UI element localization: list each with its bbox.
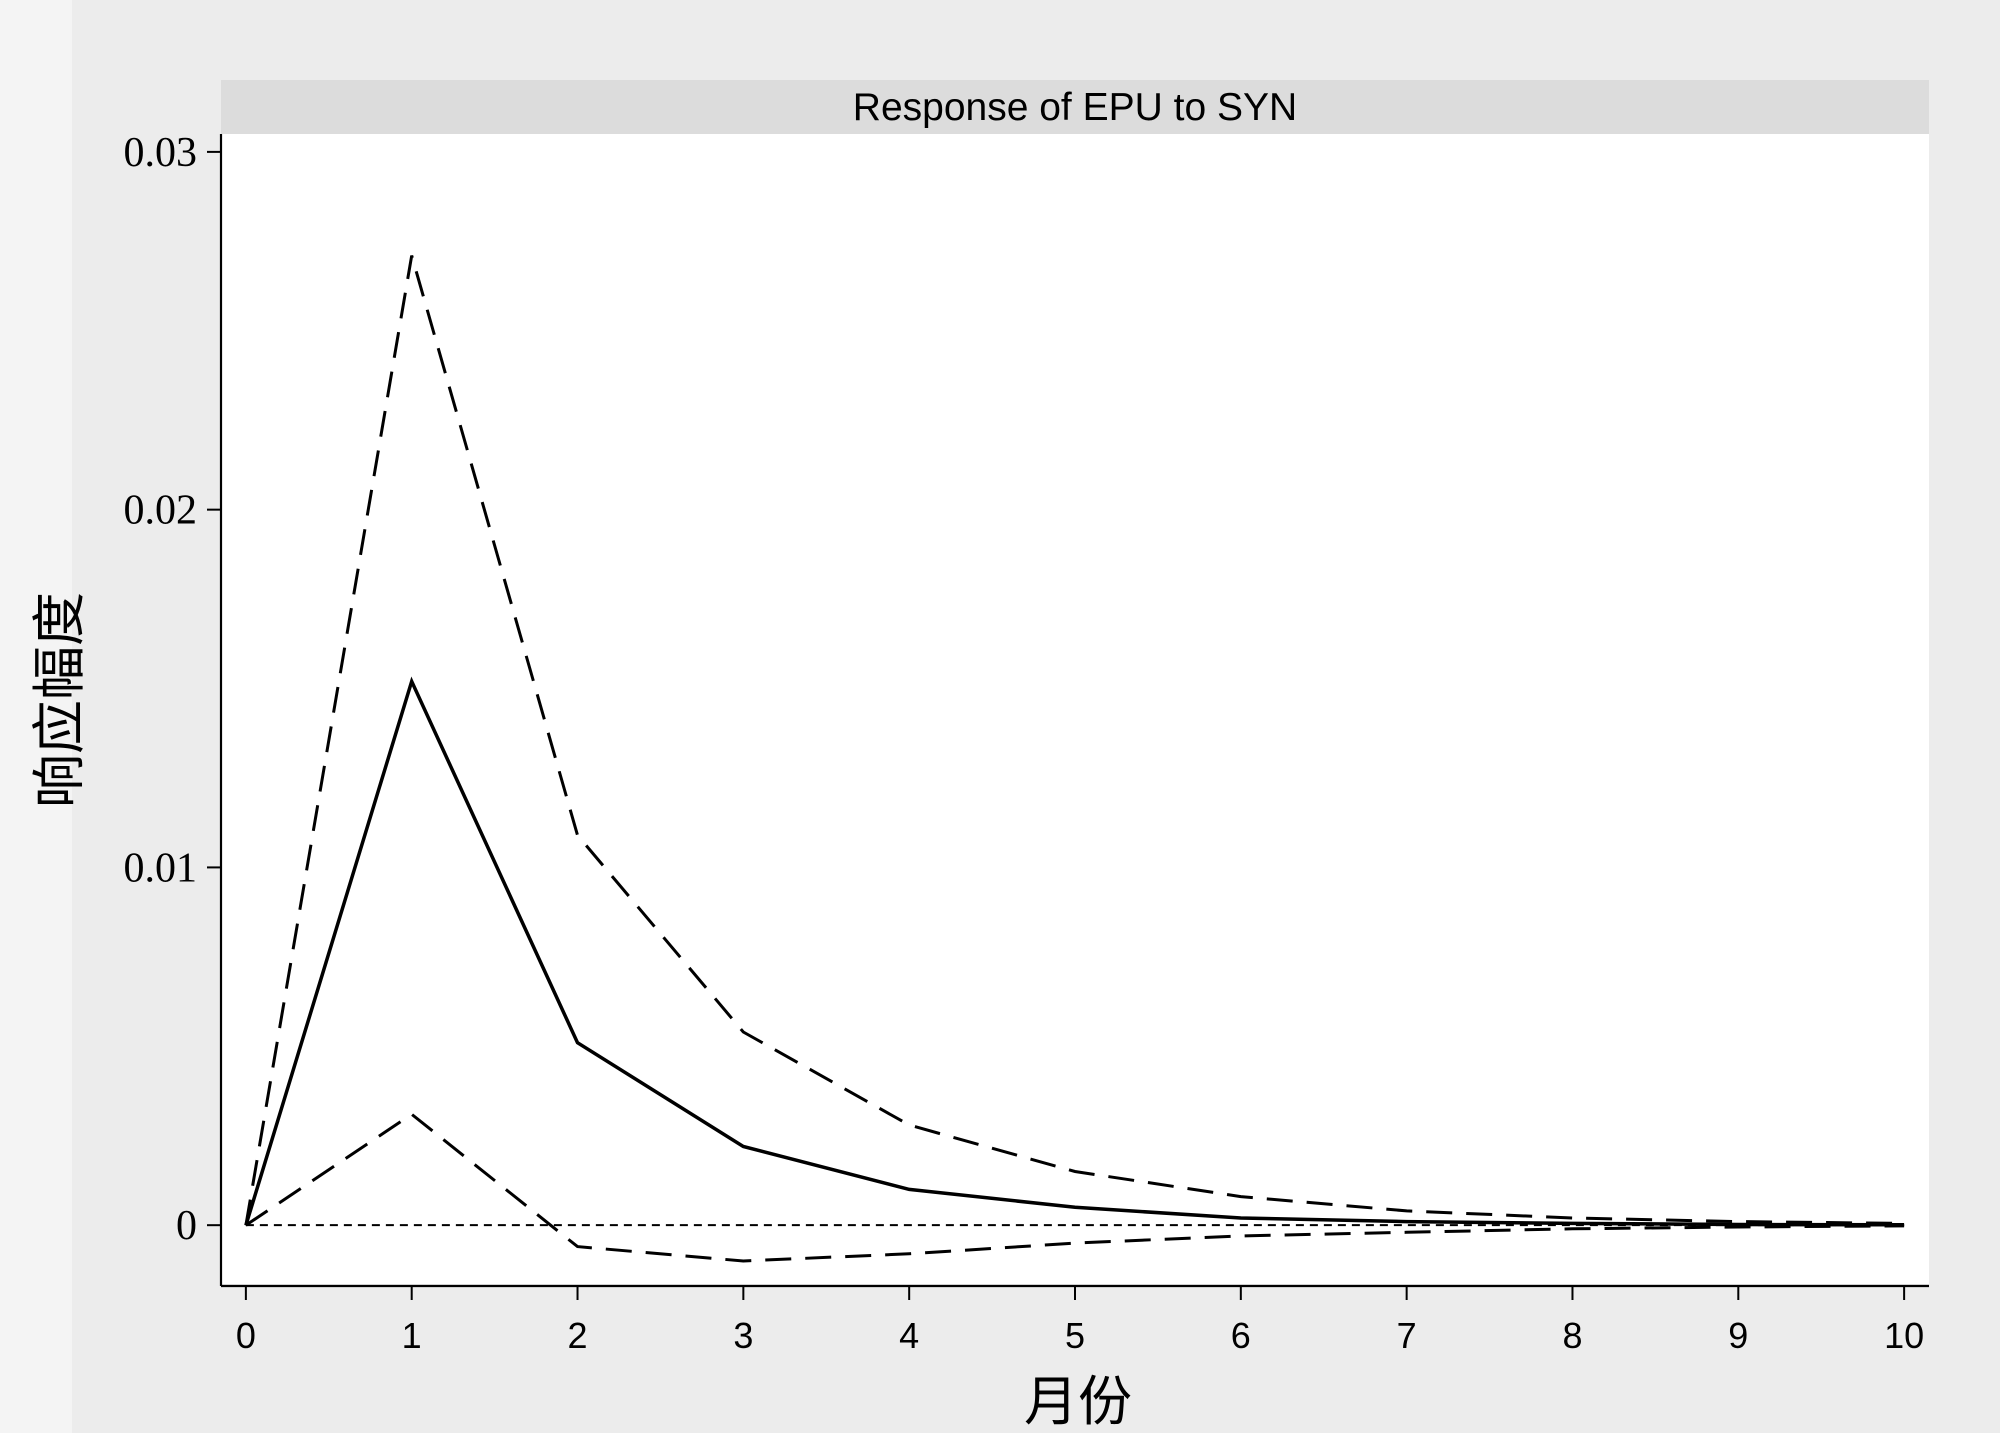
series-line-response	[244, 676, 1905, 1227]
x-axis-title: 月份	[1024, 1370, 1132, 1433]
x-tick-label: 3	[733, 1315, 753, 1356]
y-axis-title: 响应幅度	[28, 592, 91, 808]
y-tick-label: 0.03	[124, 130, 198, 176]
title-band	[221, 80, 1929, 134]
x-tick-label: 8	[1562, 1315, 1582, 1356]
y-tick-label: 0	[176, 1203, 197, 1249]
x-tick-label: 9	[1728, 1315, 1748, 1356]
left-margin-strip	[0, 0, 72, 1433]
x-tick-label: 1	[402, 1315, 422, 1356]
x-tick-label: 10	[1884, 1315, 1924, 1356]
y-axis: 0 0.01 0.02 0.03	[124, 130, 223, 1286]
x-tick-label: 7	[1397, 1315, 1417, 1356]
series-group	[244, 255, 1905, 1263]
series-line-lower-bound	[245, 1112, 1905, 1263]
y-ticks: 0 0.01 0.02 0.03	[124, 130, 221, 1249]
x-ticks: 0 1 2 3 4 5 6 7 8 9 10	[236, 1286, 1924, 1356]
x-tick-label: 2	[568, 1315, 588, 1356]
x-tick-label: 4	[899, 1315, 919, 1356]
x-tick-label: 6	[1231, 1315, 1251, 1356]
y-tick-label: 0.02	[124, 488, 198, 534]
chart-title: Response of EPU to SYN	[853, 86, 1297, 129]
plot-area	[221, 134, 1929, 1284]
x-tick-label: 5	[1065, 1315, 1085, 1356]
x-axis: 0 1 2 3 4 5 6 7 8 9 10	[221, 1284, 1929, 1356]
x-tick-label: 0	[236, 1315, 256, 1356]
y-tick-label: 0.01	[124, 845, 198, 891]
series-line-upper-bound	[244, 255, 1905, 1226]
